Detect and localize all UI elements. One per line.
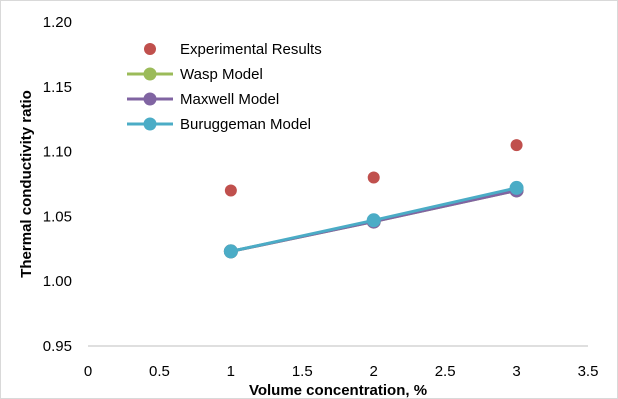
plot-series xyxy=(223,139,524,259)
x-tick-label: 0.5 xyxy=(149,363,170,380)
x-tick-label: 1.5 xyxy=(292,363,313,380)
y-tick-label: 1.20 xyxy=(43,14,72,31)
legend-marker-swatch xyxy=(143,67,157,81)
x-tick-label: 0 xyxy=(84,363,92,380)
legend-item: Maxwell Model xyxy=(127,91,279,108)
x-axis-title: Volume concentration, % xyxy=(249,382,427,399)
x-tick-label: 2.5 xyxy=(435,363,456,380)
x-axis-ticks: 0 0.5 1 1.5 2 2.5 3 3.5 xyxy=(84,363,599,380)
data-point xyxy=(224,184,237,197)
legend-label: Wasp Model xyxy=(180,66,263,83)
y-tick-label: 0.95 xyxy=(43,338,72,355)
y-axis-ticks: 0.95 1.00 1.05 1.10 1.15 1.20 xyxy=(43,14,72,355)
x-tick-label: 2 xyxy=(370,363,378,380)
data-point xyxy=(510,139,523,152)
y-tick-label: 1.10 xyxy=(43,144,72,161)
x-tick-label: 1 xyxy=(227,363,235,380)
legend-marker-swatch xyxy=(143,92,157,106)
legend-label: Experimental Results xyxy=(180,41,322,58)
legend-item: Buruggeman Model xyxy=(127,116,311,133)
data-point xyxy=(223,244,238,259)
legend-label: Maxwell Model xyxy=(180,91,279,108)
x-tick-label: 3 xyxy=(512,363,520,380)
legend-item: Wasp Model xyxy=(127,66,263,83)
legend: Experimental Results Wasp Model Maxwell Mo… xyxy=(127,41,322,133)
y-tick-label: 1.00 xyxy=(43,273,72,290)
series-3 xyxy=(223,180,524,259)
legend-marker-swatch xyxy=(143,117,157,131)
data-point xyxy=(366,213,381,228)
data-point xyxy=(367,171,380,184)
y-axis-title: Thermal conductivity ratio xyxy=(18,90,35,278)
legend-marker-swatch xyxy=(144,43,156,55)
legend-item: Experimental Results xyxy=(144,41,322,58)
data-point xyxy=(509,180,524,195)
y-tick-label: 1.05 xyxy=(43,208,72,225)
x-tick-label: 3.5 xyxy=(578,363,599,380)
legend-label: Buruggeman Model xyxy=(180,116,311,133)
y-tick-label: 1.15 xyxy=(43,79,72,96)
series-0 xyxy=(224,139,523,197)
